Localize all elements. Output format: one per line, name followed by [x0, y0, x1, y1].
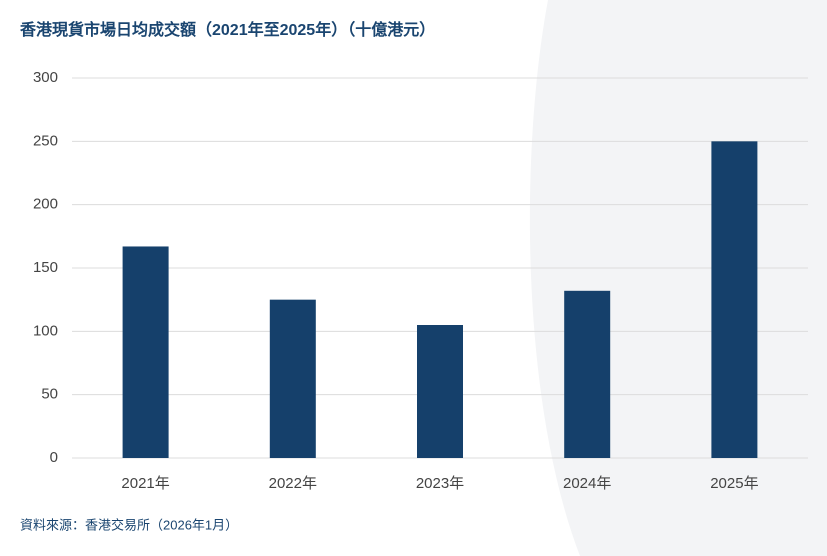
source-note: 資料來源：香港交易所（2026年1月） [20, 517, 238, 532]
y-tick-label: 0 [50, 449, 58, 466]
y-tick-label: 300 [33, 69, 58, 86]
bar [122, 246, 169, 458]
bar [417, 325, 463, 458]
bar [711, 141, 758, 459]
x-tick-label: 2024年 [563, 475, 611, 492]
x-tick-label: 2022年 [269, 475, 317, 492]
y-tick-label: 150 [33, 259, 58, 276]
bar [564, 290, 611, 458]
chart-title: 香港現貨市場日均成交額（2021年至2025年）（十億港元） [19, 20, 435, 39]
y-tick-label: 50 [41, 386, 58, 403]
x-tick-label: 2021年 [121, 475, 169, 492]
y-tick-label: 200 [33, 196, 58, 213]
x-tick-label: 2023年 [416, 475, 464, 492]
y-tick-label: 250 [33, 132, 58, 149]
background-shape [529, 0, 827, 556]
bar [269, 299, 316, 458]
x-tick-label: 2025年 [710, 475, 758, 492]
y-tick-label: 100 [33, 322, 58, 339]
